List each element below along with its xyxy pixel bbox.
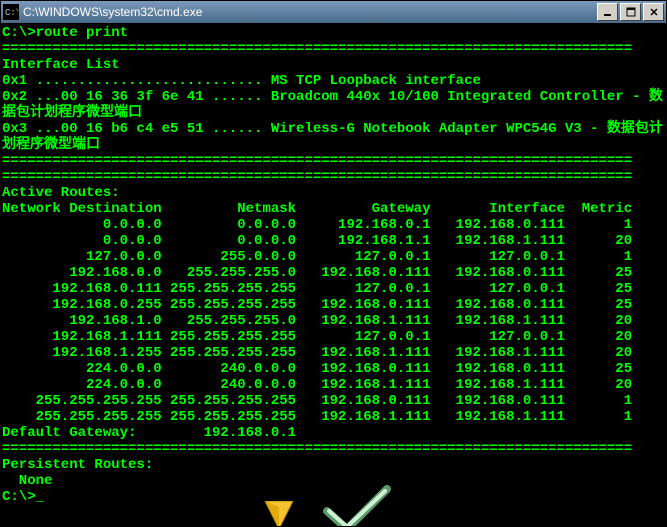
close-button[interactable] <box>643 3 664 21</box>
routes-columns: Network Destination Netmask Gateway Inte… <box>2 201 632 217</box>
maximize-button[interactable] <box>620 3 641 21</box>
persistent-routes-header: Persistent Routes: <box>2 457 153 473</box>
cmd-window: C:\ C:\WINDOWS\system32\cmd.exe C:\>rout… <box>0 0 667 527</box>
prompt-cmd: route print <box>36 25 128 41</box>
prompt-line-2: C:\>_ <box>2 489 44 505</box>
window-title: C:\WINDOWS\system32\cmd.exe <box>23 5 595 19</box>
window-controls <box>595 3 664 21</box>
rule-line: ========================================… <box>2 169 632 185</box>
interface-list-header: Interface List <box>2 57 120 73</box>
minimize-button[interactable] <box>597 3 618 21</box>
arrow-annotation-icon <box>259 501 299 526</box>
titlebar[interactable]: C:\ C:\WINDOWS\system32\cmd.exe <box>1 1 666 23</box>
terminal-output[interactable]: C:\>route print ========================… <box>1 23 666 526</box>
prompt-path-2: C:\> <box>2 489 36 505</box>
active-routes-header: Active Routes: <box>2 185 120 201</box>
svg-text:C:\: C:\ <box>5 8 18 18</box>
rule-line: ========================================… <box>2 441 632 457</box>
prompt-path: C:\> <box>2 25 36 41</box>
rule-line: ========================================… <box>2 153 632 169</box>
default-gateway-line: Default Gateway: 192.168.0.1 <box>2 425 296 441</box>
cmd-icon: C:\ <box>3 4 19 20</box>
routes-rows: 0.0.0.0 0.0.0.0 192.168.0.1 192.168.0.11… <box>2 217 632 425</box>
interface-list-body: 0x1 ........................... MS TCP L… <box>2 73 663 153</box>
checkmark-annotation-icon <box>323 483 393 526</box>
cursor: _ <box>36 489 44 505</box>
prompt-line: C:\>route print <box>2 25 128 41</box>
persistent-routes-value: None <box>2 473 52 489</box>
rule-line: ========================================… <box>2 41 632 57</box>
